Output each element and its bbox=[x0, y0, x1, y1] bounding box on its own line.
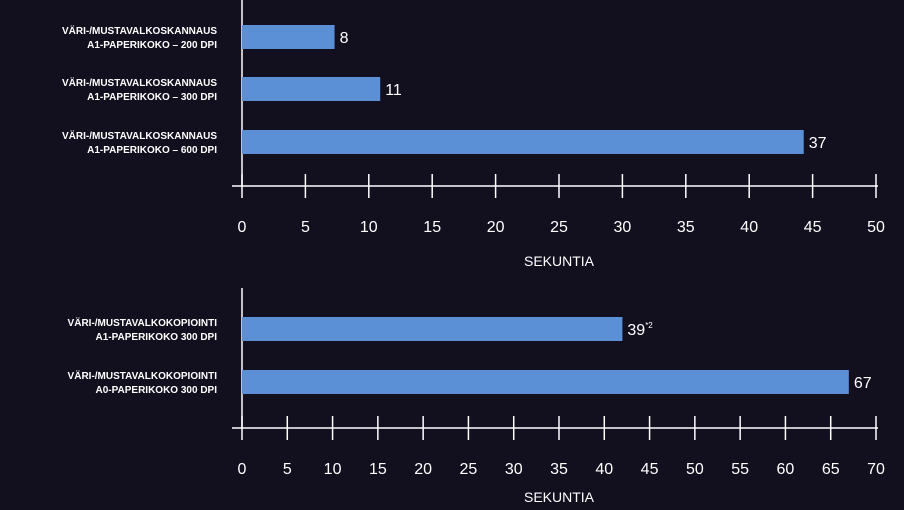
chart-1-bar bbox=[242, 77, 381, 101]
chart-2-bar bbox=[242, 370, 849, 394]
chart-1-bar bbox=[242, 25, 335, 49]
chart-2-tick-label: 60 bbox=[777, 461, 795, 478]
chart-2-tick-label: 50 bbox=[686, 461, 704, 478]
chart-1-data-label: 8 bbox=[340, 30, 349, 47]
chart-1-tick-label: 25 bbox=[550, 219, 568, 236]
chart-1-category-label: VÄRI-/MUSTAVALKOSKANNAUS A1-PAPERIKOKO – … bbox=[62, 24, 217, 51]
chart-1-data-label: 37 bbox=[809, 135, 827, 152]
chart-2-data-label: 67 bbox=[854, 375, 872, 392]
chart-2-tick-label: 40 bbox=[595, 461, 613, 478]
chart-2-tick-label: 70 bbox=[867, 461, 885, 478]
chart-1-x-axis-title: SEKUNTIA bbox=[524, 253, 595, 269]
chart-2-bar bbox=[242, 317, 623, 341]
chart-2-tick-label: 45 bbox=[641, 461, 659, 478]
chart-1-tick-label: 5 bbox=[301, 219, 310, 236]
chart-1-category-label: VÄRI-/MUSTAVALKOSKANNAUS A1-PAPERIKOKO – … bbox=[62, 129, 217, 156]
chart-2-data-label: 39*2 bbox=[627, 321, 653, 339]
chart-2-tick-label: 10 bbox=[324, 461, 342, 478]
chart-2-tick-label: 35 bbox=[550, 461, 568, 478]
chart-1-bar bbox=[242, 130, 804, 154]
chart-2-tick-label: 55 bbox=[731, 461, 749, 478]
chart-1-tick-label: 0 bbox=[238, 219, 247, 236]
chart-2-tick-label: 30 bbox=[505, 461, 523, 478]
chart-1-tick-label: 50 bbox=[867, 219, 885, 236]
chart-1-tick-label: 30 bbox=[614, 219, 632, 236]
chart-2-tick-label: 65 bbox=[822, 461, 840, 478]
chart-2-tick-label: 5 bbox=[283, 461, 292, 478]
chart-2-tick-label: 15 bbox=[369, 461, 387, 478]
chart-1-category-label: VÄRI-/MUSTAVALKOSKANNAUS A1-PAPERIKOKO – … bbox=[62, 76, 217, 103]
chart-2-category-label: VÄRI-/MUSTAVALKOKOPIOINTI A1-PAPERIKOKO 3… bbox=[68, 316, 218, 343]
chart-1-tick-label: 45 bbox=[804, 219, 822, 236]
chart-1-data-label: 11 bbox=[385, 82, 402, 99]
chart-1-tick-label: 15 bbox=[423, 219, 441, 236]
chart-2-tick-label: 20 bbox=[414, 461, 432, 478]
chart-1-tick-label: 40 bbox=[740, 219, 758, 236]
chart-2-x-axis-title: SEKUNTIA bbox=[524, 489, 595, 505]
chart-2-tick-label: 0 bbox=[238, 461, 247, 478]
chart-2-category-label: VÄRI-/MUSTAVALKOKOPIOINTI A0-PAPERIKOKO 3… bbox=[68, 369, 218, 396]
chart-1-tick-label: 10 bbox=[360, 219, 378, 236]
chart-2-tick-label: 25 bbox=[460, 461, 478, 478]
chart-1-tick-label: 20 bbox=[487, 219, 505, 236]
chart-1-tick-label: 35 bbox=[677, 219, 695, 236]
